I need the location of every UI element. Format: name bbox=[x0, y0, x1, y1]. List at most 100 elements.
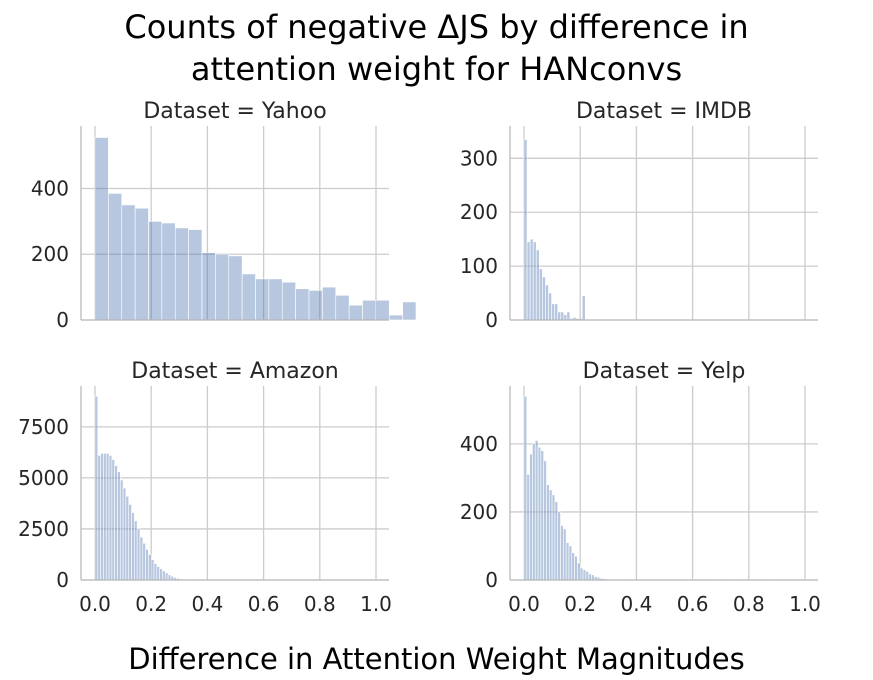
histogram-bar bbox=[142, 542, 146, 581]
x-tick-label: 1.0 bbox=[789, 592, 821, 616]
y-tick-label: 0 bbox=[56, 568, 69, 592]
histogram-bar bbox=[215, 253, 230, 321]
chart-title: Counts of negative ΔJS by difference in … bbox=[0, 6, 873, 90]
histogram-bar bbox=[139, 536, 144, 581]
y-tick-label: 100 bbox=[460, 254, 498, 278]
histogram-bar bbox=[581, 295, 586, 321]
histogram-bar bbox=[188, 229, 203, 321]
histogram-bar bbox=[97, 455, 101, 581]
histogram-bar bbox=[388, 314, 403, 321]
histogram-bar bbox=[148, 221, 163, 321]
y-tick-label: 200 bbox=[31, 242, 69, 266]
histogram-bar bbox=[281, 281, 296, 321]
histogram-bar bbox=[546, 484, 550, 581]
histogram-bar bbox=[529, 238, 534, 321]
histogram-bar bbox=[560, 525, 564, 581]
histogram-bar bbox=[540, 450, 544, 581]
histogram-bar bbox=[548, 489, 553, 581]
y-tick-label: 7500 bbox=[18, 415, 69, 439]
x-tick-label: 0.2 bbox=[135, 592, 167, 616]
histogram-bar bbox=[551, 303, 555, 321]
histogram-bar bbox=[150, 559, 155, 581]
y-tick-label: 5000 bbox=[18, 466, 69, 490]
histogram-bar bbox=[174, 227, 189, 321]
histogram-bar bbox=[119, 479, 124, 581]
histogram-bar bbox=[108, 193, 123, 321]
histogram-bar bbox=[543, 460, 547, 581]
histogram-bar bbox=[134, 207, 149, 321]
x-tick-label: 1.0 bbox=[360, 592, 392, 616]
histogram-bar bbox=[308, 290, 323, 321]
histogram-bar bbox=[529, 453, 533, 581]
y-tick-label: 2500 bbox=[18, 517, 69, 541]
histogram-bar bbox=[585, 571, 589, 581]
y-tick-label: 400 bbox=[31, 176, 69, 200]
x-tick-label: 0.4 bbox=[191, 592, 223, 616]
histogram-bar bbox=[582, 569, 587, 581]
histogram-bar bbox=[145, 549, 149, 581]
histogram-bar bbox=[201, 252, 216, 321]
histogram-bar bbox=[241, 273, 256, 321]
histogram-bar bbox=[534, 440, 539, 581]
panel-title: Dataset = Yahoo bbox=[143, 99, 326, 124]
y-tick-label: 200 bbox=[460, 200, 498, 224]
x-tick-label: 0.6 bbox=[248, 592, 280, 616]
histogram-bar bbox=[577, 562, 581, 581]
y-tick-label: 300 bbox=[460, 146, 498, 170]
panel-yahoo: 0 200 400 Dataset = Yahoo bbox=[31, 99, 417, 332]
histogram-bar bbox=[571, 552, 575, 581]
y-tick-label: 0 bbox=[485, 308, 498, 332]
histogram-bar bbox=[557, 511, 561, 581]
histogram-bar bbox=[103, 453, 107, 581]
panel-imdb: 0 100 200 300 Dataset = IMDB bbox=[460, 99, 818, 332]
histogram-bar bbox=[148, 554, 152, 581]
chart-title-line-2: attention weight for HANconvs bbox=[190, 50, 683, 88]
x-tick-label: 0.4 bbox=[620, 592, 652, 616]
histogram-bar bbox=[128, 504, 132, 581]
histogram-bar bbox=[548, 292, 552, 321]
histogram-bar bbox=[563, 528, 567, 581]
histogram-bar bbox=[105, 453, 110, 581]
histogram-bar bbox=[162, 570, 166, 581]
histogram-bar bbox=[159, 568, 163, 581]
x-tick-label: 0.0 bbox=[79, 592, 111, 616]
histogram-bar bbox=[588, 573, 592, 581]
histogram-bar bbox=[125, 495, 130, 581]
histogram-bar bbox=[108, 455, 113, 581]
histogram-bar bbox=[532, 241, 537, 321]
histogram-bar bbox=[161, 222, 176, 321]
histogram-bar bbox=[568, 545, 573, 581]
histogram-bar bbox=[153, 563, 158, 581]
histogram-bar bbox=[348, 304, 363, 321]
histogram-bar bbox=[554, 303, 558, 321]
histogram-bar bbox=[560, 311, 565, 321]
panel-title: Dataset = Yelp bbox=[583, 359, 746, 384]
histogram-bar bbox=[94, 137, 109, 321]
panel-title: Dataset = Amazon bbox=[131, 359, 339, 384]
histogram-bar bbox=[579, 567, 584, 581]
histogram-bar bbox=[535, 249, 540, 321]
histogram-bar bbox=[134, 520, 138, 581]
histogram-bar bbox=[526, 241, 531, 321]
histogram-bar bbox=[591, 574, 595, 581]
histogram-bar bbox=[121, 204, 136, 321]
histogram-bar bbox=[557, 311, 562, 321]
histogram-bar bbox=[94, 395, 99, 581]
histogram-bar bbox=[268, 278, 283, 321]
histogram-bar bbox=[523, 395, 528, 581]
histogram-bar bbox=[228, 255, 243, 321]
histogram-bar bbox=[136, 528, 141, 581]
histogram-bar bbox=[156, 566, 160, 581]
histogram-bar bbox=[335, 295, 350, 321]
histogram-bar bbox=[114, 465, 118, 581]
histogram-bar bbox=[362, 299, 377, 321]
histogram-bar bbox=[532, 443, 536, 581]
panel-yelp: 0 200 400 Dataset = Yelp 0.0 0.2 0.4 0.6 0.8 1.0 bbox=[460, 359, 821, 616]
histogram-bar bbox=[167, 574, 172, 581]
panel-amazon: 0 2500 5000 7500 Dataset = Amazon 0.0 0.2 0.4 0.… bbox=[18, 359, 392, 616]
x-tick-label: 0.0 bbox=[508, 592, 540, 616]
histogram-bar bbox=[574, 555, 578, 581]
histogram-bar bbox=[402, 301, 417, 321]
y-tick-label: 0 bbox=[56, 308, 69, 332]
